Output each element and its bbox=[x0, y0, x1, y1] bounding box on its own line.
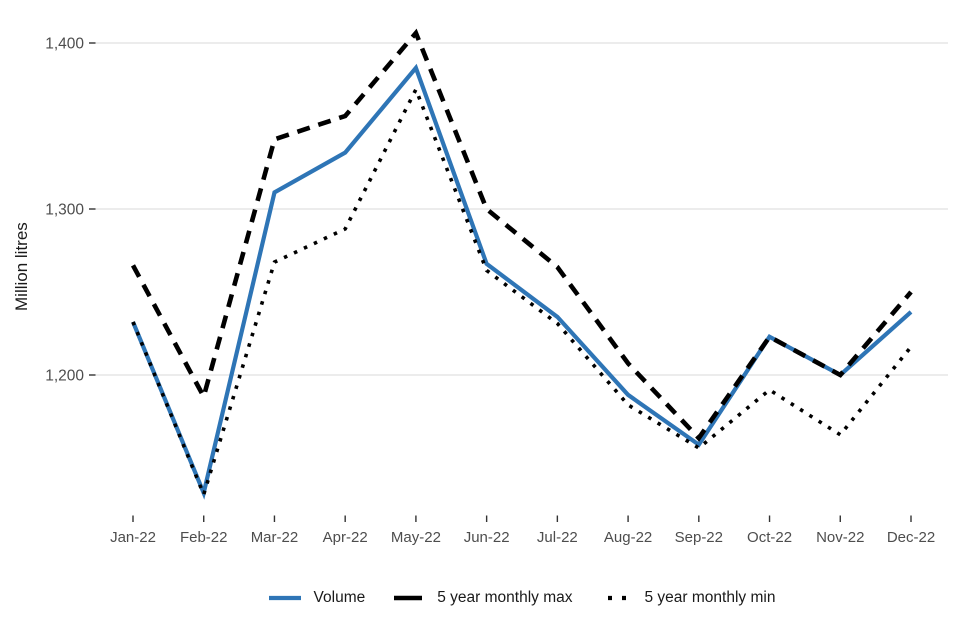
min-dot-swatch bbox=[607, 595, 626, 601]
x-tick-label: Jan-22 bbox=[110, 529, 156, 546]
legend: Volume 5 year monthly max 5 year monthly… bbox=[95, 583, 948, 613]
x-tick-label: Jun-22 bbox=[464, 529, 510, 546]
x-tick-label: May-22 bbox=[391, 529, 441, 546]
series-line-volume bbox=[131, 63, 913, 500]
plot-area: 1,200 1,300 1,400 Jan-22 Feb-22 Mar-22 Apr-22 M… bbox=[45, 28, 948, 546]
legend-label-volume: Volume bbox=[313, 589, 366, 606]
legend-item-min: 5 year monthly min bbox=[599, 589, 776, 607]
y-tick-label: 1,200 bbox=[45, 368, 84, 385]
y-tick-label: 1,400 bbox=[45, 36, 84, 53]
x-tick-label: Mar-22 bbox=[251, 529, 299, 546]
volume-line-swatch bbox=[268, 595, 301, 601]
series-line-5-year-monthly-max bbox=[130, 28, 913, 442]
legend-label-max: 5 year monthly max bbox=[437, 589, 573, 606]
legend-item-volume: Volume bbox=[268, 589, 366, 607]
legend-label-min: 5 year monthly min bbox=[644, 589, 776, 606]
x-tick-label: Apr-22 bbox=[323, 529, 368, 546]
x-tick-label: Dec-22 bbox=[887, 529, 935, 546]
x-tick-label: Oct-22 bbox=[747, 529, 792, 546]
x-tick-label: Feb-22 bbox=[180, 529, 228, 546]
max-dash-swatch bbox=[394, 595, 423, 601]
x-tick-label: Jul-22 bbox=[537, 529, 578, 546]
y-axis-title: Million litres bbox=[12, 222, 31, 312]
legend-item-max: 5 year monthly max bbox=[391, 589, 573, 607]
x-tick-label: Aug-22 bbox=[604, 529, 652, 546]
y-tick-label: 1,300 bbox=[45, 202, 84, 219]
x-tick-label: Nov-22 bbox=[816, 529, 864, 546]
x-tick-label: Sep-22 bbox=[675, 529, 723, 546]
series-line-5-year-monthly-min bbox=[131, 85, 913, 500]
